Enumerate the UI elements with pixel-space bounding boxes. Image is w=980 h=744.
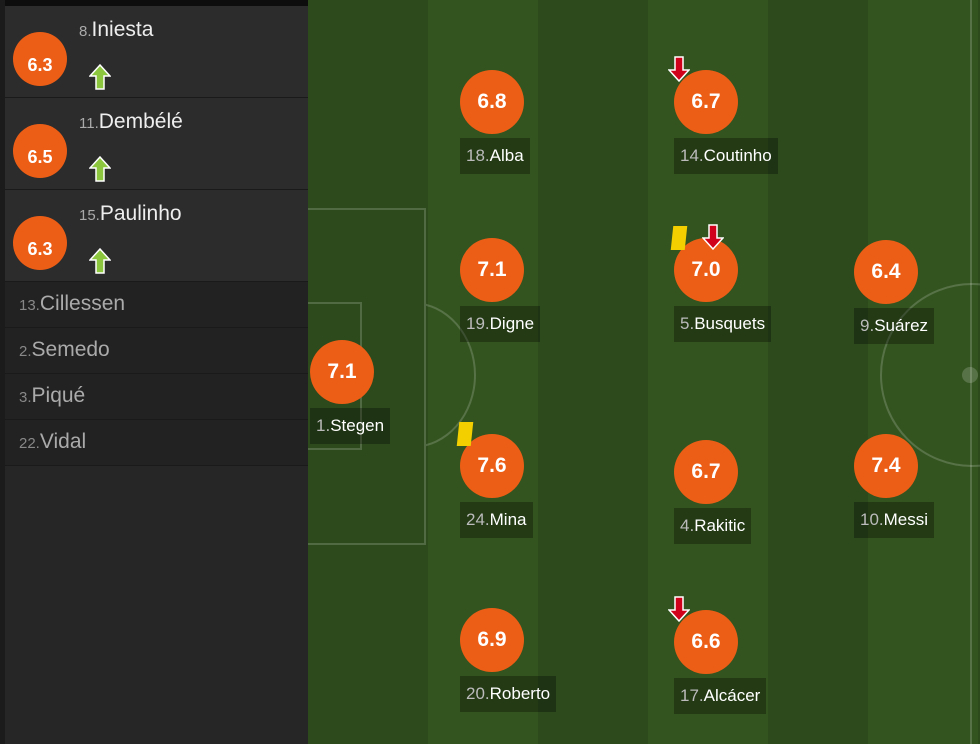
penalty-box: [308, 208, 426, 545]
player-name: Suárez: [874, 316, 929, 335]
bench-row[interactable]: 3.Piqué: [5, 374, 308, 420]
rating-badge: 6.8: [460, 70, 524, 134]
rating-badge: 7.4: [854, 434, 918, 498]
rating-badge: 6.5: [13, 124, 67, 178]
player-marker[interactable]: 7.6 24.Mina: [456, 422, 580, 538]
player-name: Semedo: [31, 338, 110, 361]
rating-badge: 6.9: [460, 608, 524, 672]
player-name: Alcácer: [703, 686, 761, 705]
rating-badge: 7.1: [310, 340, 374, 404]
player-name: Digne: [489, 314, 535, 333]
player-marker[interactable]: 6.6 17.Alcácer: [667, 596, 794, 714]
halfway-line: [970, 0, 972, 744]
player-number: 15.: [79, 207, 100, 224]
arrow-up-icon: [88, 247, 112, 279]
yellow-card-icon: [670, 226, 688, 250]
player-name: Alba: [489, 146, 524, 165]
arrow-down-icon: [701, 224, 725, 255]
player-name: Piqué: [31, 384, 86, 407]
player-number: 5.: [680, 314, 695, 333]
substitute-row[interactable]: 6.3 15.Paulinho: [5, 190, 308, 282]
player-marker[interactable]: 7.4 10.Messi: [854, 434, 974, 538]
yellow-card-icon: [456, 422, 474, 446]
player-marker[interactable]: 6.7 4.Rakitic: [674, 440, 794, 544]
player-number: 10.: [860, 510, 884, 529]
arrow-up-icon: [88, 155, 112, 187]
player-number: 1.: [316, 416, 331, 435]
bench-row[interactable]: 2.Semedo: [5, 328, 308, 374]
rating-badge: 6.3: [13, 32, 67, 86]
arrow-up-icon: [88, 63, 112, 95]
player-name: Vidal: [39, 430, 87, 453]
rating-badge: 6.6: [674, 610, 738, 674]
player-name: Dembélé: [98, 110, 183, 133]
player-name: Mina: [489, 510, 527, 529]
substitute-row[interactable]: 6.3 8.Iniesta: [5, 6, 308, 98]
rating-badge: 7.1: [460, 238, 524, 302]
player-number: 18.: [466, 146, 490, 165]
player-marker[interactable]: 7.1 1.Stegen: [310, 340, 430, 444]
rating-badge: 6.7: [674, 70, 738, 134]
player-number: 2.: [19, 343, 32, 360]
player-name: Roberto: [489, 684, 551, 703]
player-marker[interactable]: 6.7 14.Coutinho: [667, 56, 794, 174]
player-number: 22.: [19, 435, 40, 452]
player-name: Cillessen: [39, 292, 126, 315]
player-number: 13.: [19, 297, 40, 314]
player-name: Coutinho: [703, 146, 772, 165]
substitutes-panel: 6.3 8.Iniesta 6.5 11.Dembélé 6.3 15.Paul…: [5, 0, 308, 744]
player-marker[interactable]: 7.1 19.Digne: [460, 238, 580, 342]
arrow-down-icon: [667, 596, 691, 627]
rating-badge: 6.7: [674, 440, 738, 504]
rating-badge: 6.3: [13, 216, 67, 270]
substitute-row[interactable]: 6.5 11.Dembélé: [5, 98, 308, 190]
player-number: 17.: [680, 686, 704, 705]
player-name: Stegen: [330, 416, 385, 435]
player-number: 24.: [466, 510, 490, 529]
pitch: 7.1 1.Stegen 6.8 18.Alba 7.1 19.Digne 7.…: [308, 0, 980, 744]
bench-row[interactable]: 13.Cillessen: [5, 282, 308, 328]
player-number: 14.: [680, 146, 704, 165]
player-name: Iniesta: [91, 18, 154, 41]
player-number: 3.: [19, 389, 32, 406]
player-marker[interactable]: 6.9 20.Roberto: [460, 608, 580, 712]
player-name: Rakitic: [694, 516, 746, 535]
player-marker[interactable]: 6.8 18.Alba: [460, 70, 580, 174]
player-number: 20.: [466, 684, 490, 703]
rating-badge: 6.4: [854, 240, 918, 304]
player-number: 9.: [860, 316, 875, 335]
player-number: 8.: [79, 23, 92, 40]
player-marker[interactable]: 6.4 9.Suárez: [854, 240, 974, 344]
bench-row[interactable]: 22.Vidal: [5, 420, 308, 466]
player-name: Messi: [883, 510, 929, 529]
player-number: 19.: [466, 314, 490, 333]
center-spot: [962, 367, 978, 383]
player-name: Paulinho: [99, 202, 182, 225]
player-number: 4.: [680, 516, 695, 535]
arrow-down-icon: [667, 56, 691, 87]
player-marker[interactable]: 7.0 5.Busquets: [670, 224, 794, 342]
player-number: 11.: [79, 115, 99, 132]
player-name: Busquets: [694, 314, 766, 333]
